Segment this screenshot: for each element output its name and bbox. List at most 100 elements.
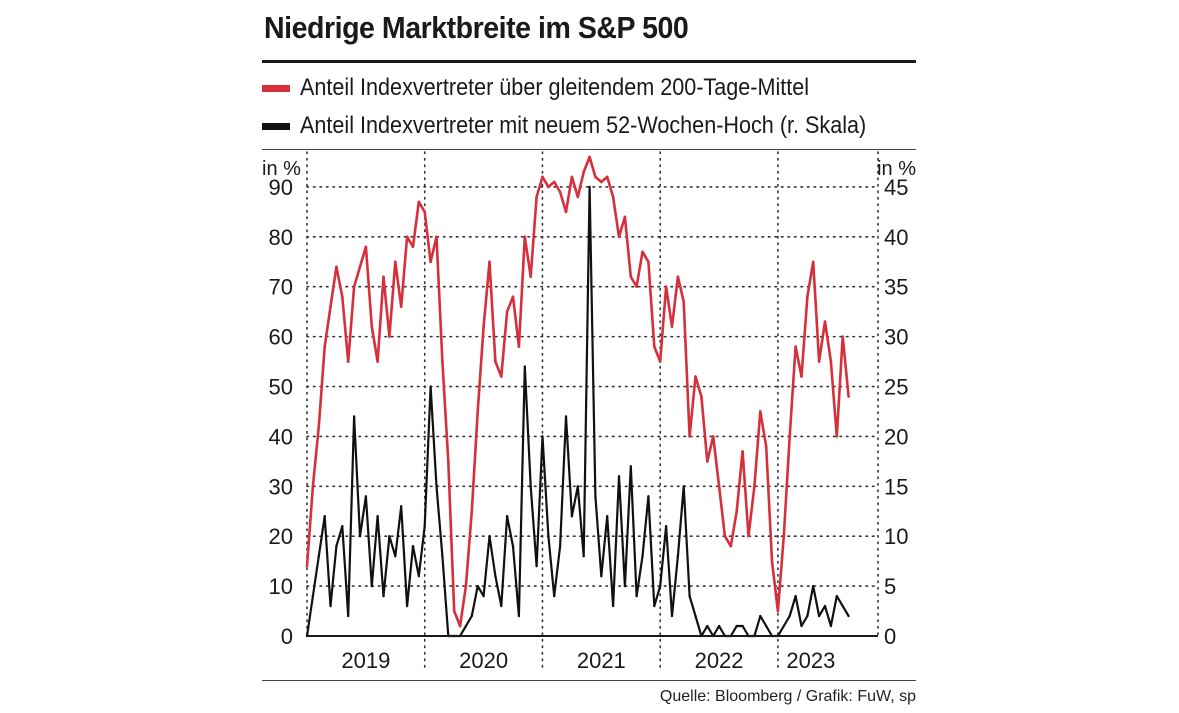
data-point-52w-high [694,614,697,618]
data-point-200d-ma [564,210,568,214]
data-point-200d-ma [800,375,803,378]
data-point-52w-high [476,584,479,588]
data-point-200d-ma [747,534,750,538]
chart-title: Niedrige Marktbreite im S&P 500 [264,10,689,45]
data-point-52w-high [494,574,497,578]
data-point-200d-ma [429,260,432,264]
legend-swatch-black [262,122,290,130]
data-point-200d-ma [723,534,727,538]
data-point-200d-ma [523,235,527,239]
legend-label-black: Anteil Indexvertreter mit neuem 52-Woche… [300,112,867,139]
data-point-52w-high [482,594,485,598]
data-point-200d-ma [352,285,356,289]
data-point-200d-ma [558,190,562,194]
data-point-200d-ma [682,300,686,303]
series-200d-ma [305,155,850,628]
data-point-52w-high [523,365,527,368]
data-point-200d-ma [358,265,362,269]
data-point-200d-ma [600,180,603,184]
data-point-52w-high [341,525,344,528]
data-point-200d-ma [464,584,468,588]
data-point-52w-high [841,604,844,608]
series-line-52w-high [305,185,850,638]
data-point-200d-ma [476,410,480,413]
data-point-200d-ma [529,275,532,279]
data-point-200d-ma [399,305,403,308]
data-point-52w-high [806,614,809,618]
data-point-200d-ma [547,185,550,189]
legend-swatch-red [262,84,290,92]
data-point-200d-ma [517,345,521,348]
data-point-200d-ma [364,245,368,249]
data-point-200d-ma [806,295,809,299]
data-point-52w-high [399,505,403,508]
x-tick-label: 2023 [786,648,835,673]
legend-item-black: Anteil Indexvertreter mit neuem 52-Woche… [262,111,929,141]
data-point-200d-ma [470,509,474,513]
data-point-200d-ma [411,245,415,249]
data-point-200d-ma [376,360,379,363]
data-point-52w-high [317,554,320,558]
data-point-200d-ma [758,410,762,413]
data-point-52w-high [435,485,438,488]
data-point-200d-ma [605,175,609,179]
data-point-52w-high [323,515,326,518]
data-point-200d-ma [576,195,580,199]
x-tick-label: 2020 [459,648,508,673]
data-point-200d-ma [458,624,462,628]
right-tick-label: 25 [884,375,908,400]
data-point-200d-ma [617,235,621,239]
right-tick-label: 35 [884,275,908,300]
data-point-52w-high [847,614,850,618]
data-point-52w-high [370,584,373,588]
data-point-52w-high [606,515,609,518]
data-point-52w-high [335,544,338,548]
data-point-200d-ma [676,275,680,279]
data-point-52w-high [570,515,574,518]
data-point-200d-ma [658,360,662,363]
data-point-200d-ma [664,285,668,289]
data-point-200d-ma [811,260,815,264]
data-point-52w-high [429,385,432,388]
data-point-200d-ma [764,445,768,448]
data-point-200d-ma [482,325,485,328]
data-point-200d-ma [570,175,574,179]
left-tick-label: 90 [269,175,293,200]
data-point-52w-high [423,525,426,528]
data-point-52w-high [788,614,791,618]
data-point-200d-ma [341,295,344,299]
data-point-200d-ma [694,375,697,378]
x-tick-label: 2021 [577,648,626,673]
data-point-52w-high [553,594,556,598]
data-point-200d-ma [541,175,544,179]
right-tick-label: 20 [884,424,908,449]
data-point-52w-high [411,544,415,548]
data-point-52w-high [629,465,632,468]
data-point-200d-ma [700,395,703,398]
data-point-52w-high [464,624,468,628]
data-point-52w-high [588,185,591,189]
data-point-52w-high [676,554,680,558]
data-point-52w-high [741,624,744,628]
left-tick-label: 80 [269,225,293,250]
right-tick-label: 15 [884,474,908,499]
data-point-52w-high [782,624,786,628]
left-tick-label: 60 [269,325,293,350]
data-point-52w-high [706,624,709,628]
data-point-200d-ma [499,375,503,378]
data-point-200d-ma [594,175,597,179]
data-point-52w-high [441,554,444,558]
data-point-52w-high [764,624,768,628]
data-point-200d-ma [741,450,744,453]
data-point-52w-high [352,415,356,418]
data-point-52w-high [535,564,538,568]
data-point-200d-ma [647,260,650,264]
left-tick-label: 30 [269,474,293,499]
data-point-52w-high [641,554,644,558]
data-point-200d-ma [823,320,827,323]
data-point-52w-high [611,604,615,608]
data-point-52w-high [794,594,797,598]
footer-rule [262,680,916,681]
data-point-200d-ma [505,310,509,313]
right-tick-label: 45 [884,175,908,200]
